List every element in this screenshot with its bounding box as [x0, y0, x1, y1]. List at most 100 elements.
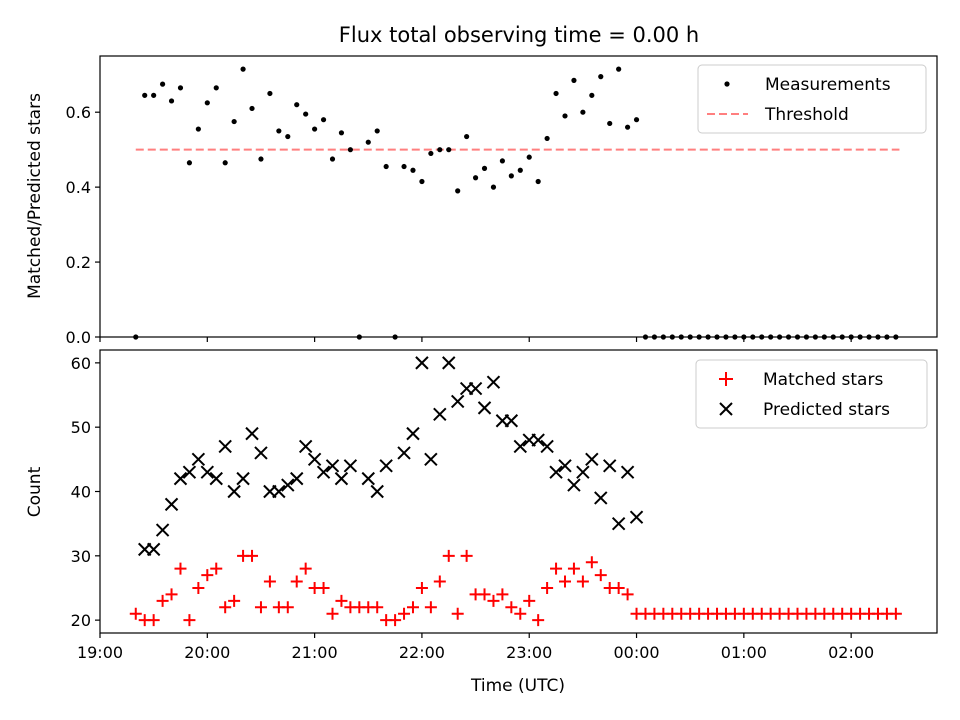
predicted-star-point-46 — [567, 478, 581, 492]
legend-measurements-marker — [724, 81, 730, 87]
predicted-star-point-37 — [486, 375, 501, 389]
matched-star-point-22 — [326, 607, 339, 620]
measurement-point-4 — [168, 98, 175, 104]
predicted-star-point-10 — [227, 484, 241, 499]
predicted-star-point-27 — [397, 446, 411, 460]
measurement-point-19 — [303, 111, 309, 117]
matched-star-point-45 — [532, 614, 545, 627]
matched-star-point-21 — [317, 581, 330, 594]
predicted-star-point-30 — [424, 452, 438, 467]
measurement-point-12 — [240, 66, 246, 72]
measurement-point-1 — [142, 92, 148, 98]
matched-star-point-15 — [263, 575, 276, 588]
matched-star-point-5 — [174, 562, 187, 575]
measurement-point-31 — [410, 167, 416, 173]
predicted-star-point-12 — [245, 426, 259, 441]
predicted-star-point-25 — [370, 484, 384, 499]
measurement-point-34 — [437, 147, 443, 153]
predicted-star-point-49 — [594, 491, 608, 505]
predicted-star-point-20 — [316, 465, 331, 479]
matched-star-point-4 — [165, 588, 178, 601]
predicted-star-point-16 — [281, 478, 295, 492]
figure-title: Flux total observing time = 0.00 h — [339, 23, 699, 47]
matched-star-point-35 — [442, 549, 455, 562]
measurement-point-40 — [490, 184, 497, 190]
measurement-point-47 — [553, 90, 559, 97]
matched-star-point-49 — [567, 562, 580, 575]
predicted-star-point-47 — [576, 465, 590, 479]
measurement-point-3 — [159, 81, 166, 87]
predicted-star-point-21 — [325, 459, 340, 473]
predicted-star-point-18 — [298, 439, 313, 454]
matched-star-point-52 — [594, 569, 607, 582]
measurement-point-26 — [365, 139, 371, 145]
measurement-point-54 — [616, 66, 622, 72]
measurement-point-30 — [401, 163, 407, 170]
measurement-point-51 — [589, 92, 595, 98]
predicted-star-point-11 — [236, 471, 250, 486]
top-legend-box — [697, 64, 927, 134]
matched-star-point-3 — [156, 594, 169, 607]
measurement-point-48 — [562, 113, 568, 119]
matched-star-point-48 — [559, 575, 571, 588]
measurement-point-35 — [446, 147, 452, 153]
matched-star-point-34 — [433, 575, 446, 588]
top-y-axis: 0.0 0.2 0.4 0.6 — [66, 103, 852, 347]
measurement-point-37 — [464, 133, 470, 140]
matched-star-point-9 — [210, 562, 223, 575]
top-y-axis-label: Matched/Predicted stars — [25, 93, 45, 299]
matched-star-point-30 — [398, 607, 411, 620]
measurement-point-21 — [320, 117, 327, 123]
matched-star-point-6 — [183, 614, 196, 627]
legend-matched-marker — [719, 372, 733, 386]
matched-star-point-13 — [246, 549, 259, 562]
predicted-star-point-39 — [504, 414, 519, 428]
matched-star-point-41 — [496, 588, 509, 601]
x-tick-label-0: 19:00 — [77, 643, 123, 662]
predicted-star-point-48 — [585, 452, 599, 467]
predicted-star-point-45 — [558, 459, 572, 473]
measurement-point-20 — [312, 126, 318, 132]
bottom-y-tick-label-3: 50 — [71, 418, 91, 437]
matched-star-point-2 — [147, 614, 160, 627]
top-axes-frame — [99, 55, 938, 338]
matched-star-point-39 — [478, 588, 491, 601]
x-tick-label-2: 21:00 — [292, 643, 338, 662]
predicted-star-point-5 — [182, 465, 197, 479]
measurement-point-52 — [598, 74, 604, 80]
measurement-point-56 — [633, 117, 640, 123]
bottom-legend-box — [695, 359, 928, 429]
measurement-point-46 — [544, 135, 550, 142]
matched-star-point-29 — [389, 614, 402, 627]
predicted-star-point-22 — [334, 471, 349, 486]
predicted-star-point-31 — [433, 407, 447, 422]
matched-star-point-17 — [281, 601, 294, 614]
x-tick-label-5: 00:00 — [613, 643, 659, 662]
top-y-tick-label-2: 0.4 — [66, 178, 91, 197]
measurement-point-28 — [383, 163, 389, 170]
measurement-point-44 — [526, 154, 532, 160]
predicted-star-point-32 — [442, 356, 456, 370]
matched-star-point-51 — [585, 556, 598, 569]
top-legend: Measurements Threshold — [697, 64, 927, 134]
measurement-point-23 — [338, 130, 345, 136]
measurement-point-16 — [276, 128, 282, 134]
matched-star-point-0 — [129, 607, 142, 620]
matched-star-point-8 — [201, 569, 214, 582]
predicted-star-point-51 — [611, 516, 626, 531]
measurement-point-33 — [428, 150, 434, 157]
matched-star-point-47 — [550, 562, 563, 575]
predicted-star-point-28 — [406, 426, 420, 441]
measurement-point-2 — [151, 92, 157, 98]
matched-star-point-32 — [415, 581, 428, 594]
matched-star-point-23 — [335, 594, 348, 607]
legend-predicted-marker — [719, 402, 733, 416]
matched-star-point-36 — [451, 607, 464, 620]
matched-star-point-50 — [576, 575, 589, 588]
predicted-star-point-15 — [272, 484, 286, 499]
bottom-legend: Matched stars Predicted stars — [695, 359, 928, 429]
bottom-panel: 19:00 20:00 21:00 22:00 23:00 00:00 01:00 02:00… — [25, 349, 938, 696]
bottom-axes: 19:00 20:00 21:00 22:00 23:00 00:00 01:00 02:00… — [71, 354, 875, 662]
measurement-point-50 — [580, 109, 586, 115]
